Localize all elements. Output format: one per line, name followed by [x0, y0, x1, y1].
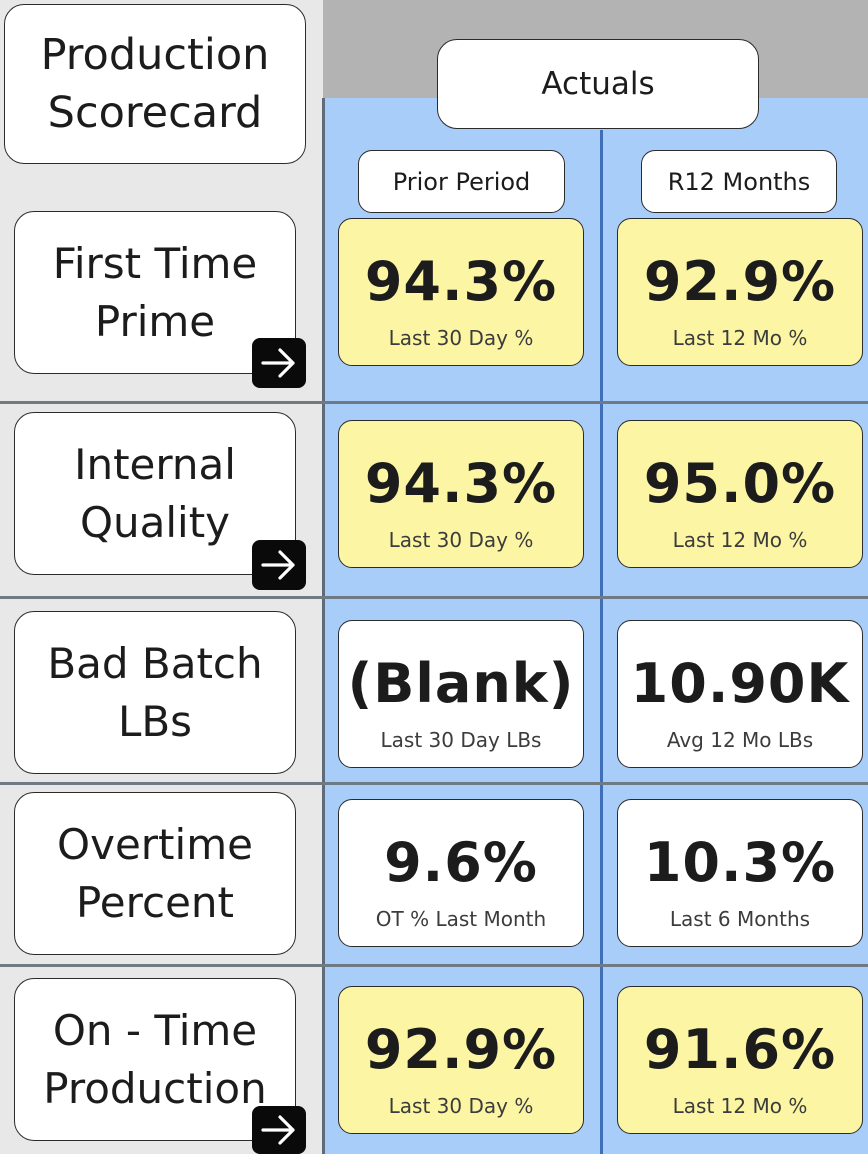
- kpi-value: 94.3%: [364, 250, 558, 313]
- kpi-caption: Last 30 Day %: [388, 528, 534, 552]
- kpi-value: 92.9%: [364, 1018, 558, 1081]
- kpi-card-on-time-production-prior: 92.9% Last 30 Day %: [338, 986, 584, 1134]
- first-time-prime-nav-button[interactable]: [252, 338, 306, 388]
- arrow-right-icon: [261, 1115, 295, 1145]
- kpi-value: 92.9%: [643, 250, 837, 313]
- kpi-caption: OT % Last Month: [375, 907, 547, 931]
- arrow-right-icon: [261, 348, 295, 378]
- row-label-on-time-production: On - Time Production: [14, 978, 296, 1141]
- column-header-r12-months: R12 Months: [641, 150, 837, 213]
- kpi-card-internal-quality-r12: 95.0% Last 12 Mo %: [617, 420, 863, 568]
- kpi-caption: Last 30 Day %: [388, 1094, 534, 1118]
- kpi-card-internal-quality-prior: 94.3% Last 30 Day %: [338, 420, 584, 568]
- kpi-caption: Last 6 Months: [669, 907, 811, 931]
- kpi-caption: Last 12 Mo %: [672, 326, 808, 350]
- kpi-card-overtime-percent-r12: 10.3% Last 6 Months: [617, 799, 863, 947]
- kpi-value: 94.3%: [364, 452, 558, 515]
- kpi-value: (Blank): [347, 652, 575, 715]
- kpi-caption: Last 30 Day LBs: [380, 728, 542, 752]
- actuals-header: Actuals: [437, 39, 759, 129]
- row-divider: [0, 782, 868, 785]
- kpi-value: 91.6%: [643, 1018, 837, 1081]
- row-divider: [0, 596, 868, 599]
- row-label-overtime-percent: Overtime Percent: [14, 792, 296, 955]
- row-label-bad-batch-lbs: Bad Batch LBs: [14, 611, 296, 774]
- internal-quality-nav-button[interactable]: [252, 540, 306, 590]
- kpi-value: 9.6%: [384, 831, 538, 894]
- kpi-caption: Avg 12 Mo LBs: [666, 728, 814, 752]
- column-separator: [600, 130, 603, 1154]
- kpi-card-first-time-prime-prior: 94.3% Last 30 Day %: [338, 218, 584, 366]
- kpi-caption: Last 12 Mo %: [672, 1094, 808, 1118]
- page-title: Production Scorecard: [4, 4, 306, 164]
- kpi-value: 95.0%: [643, 452, 837, 515]
- kpi-card-overtime-percent-prior: 9.6% OT % Last Month: [338, 799, 584, 947]
- kpi-value: 10.90K: [630, 652, 850, 715]
- on-time-production-nav-button[interactable]: [252, 1106, 306, 1154]
- row-divider: [0, 964, 868, 967]
- panel-divider: [322, 98, 325, 1154]
- row-divider: [0, 401, 868, 404]
- row-label-first-time-prime: First Time Prime: [14, 211, 296, 374]
- kpi-value: 10.3%: [643, 831, 837, 894]
- column-header-prior-period: Prior Period: [358, 150, 565, 213]
- kpi-card-on-time-production-r12: 91.6% Last 12 Mo %: [617, 986, 863, 1134]
- arrow-right-icon: [261, 550, 295, 580]
- kpi-card-bad-batch-lbs-prior: (Blank) Last 30 Day LBs: [338, 620, 584, 768]
- kpi-card-bad-batch-lbs-r12: 10.90K Avg 12 Mo LBs: [617, 620, 863, 768]
- bottom-edge: [0, 1154, 868, 1158]
- kpi-caption: Last 30 Day %: [388, 326, 534, 350]
- kpi-caption: Last 12 Mo %: [672, 528, 808, 552]
- kpi-card-first-time-prime-r12: 92.9% Last 12 Mo %: [617, 218, 863, 366]
- row-label-internal-quality: Internal Quality: [14, 412, 296, 575]
